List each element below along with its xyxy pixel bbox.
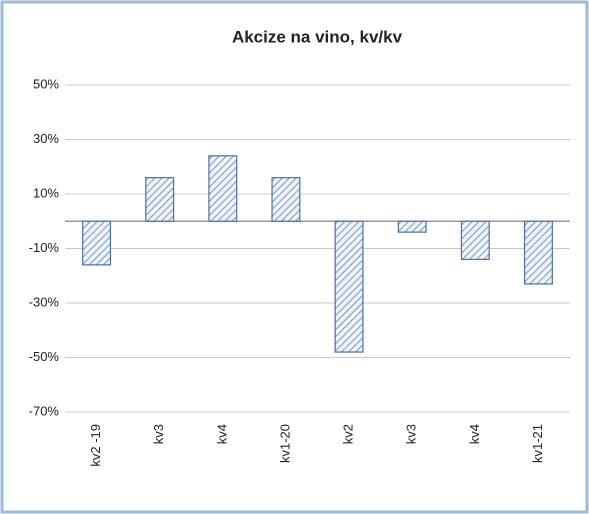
y-tick-label: -70% <box>29 403 60 418</box>
bar <box>523 220 553 285</box>
bar <box>334 220 364 353</box>
x-tick-label: kv4 <box>467 424 482 444</box>
x-tick-label: kv1-20 <box>277 424 292 463</box>
y-tick-label: -30% <box>29 294 60 309</box>
x-tick-label: kv3 <box>404 424 419 444</box>
y-tick-label: -10% <box>29 240 60 255</box>
x-tick-label: kv1-21 <box>530 424 545 463</box>
x-tick-label: kv3 <box>151 424 166 444</box>
bar <box>82 220 112 266</box>
bar <box>460 220 490 261</box>
y-tick-label: 10% <box>33 185 59 200</box>
y-tick-label: -50% <box>29 349 60 364</box>
bar <box>271 177 301 222</box>
chart-title: Akcize na vino, kv/kv <box>232 27 403 46</box>
x-tick-label: kv4 <box>214 424 229 444</box>
bar <box>397 220 427 233</box>
bar <box>208 155 238 222</box>
x-tick-label: kv2 -19 <box>88 424 103 467</box>
y-tick-label: 30% <box>33 131 59 146</box>
bar <box>145 177 175 222</box>
x-tick-label: kv2 <box>341 424 356 444</box>
y-tick-label: 50% <box>33 76 59 91</box>
